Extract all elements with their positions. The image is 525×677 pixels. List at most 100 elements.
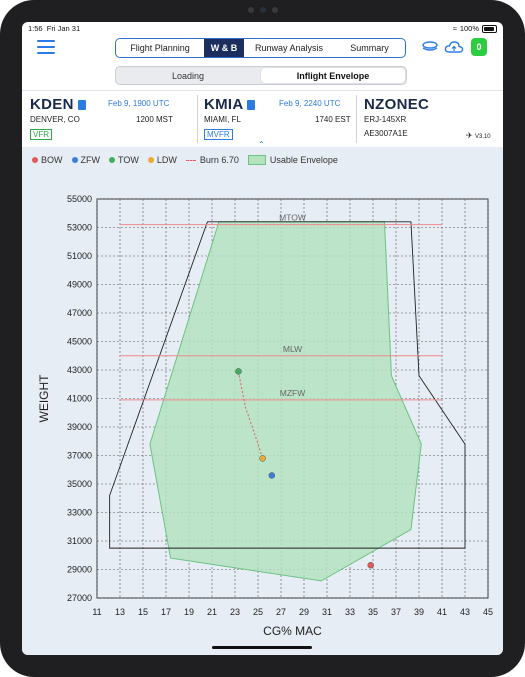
arrival-local-time: 1740 EST — [315, 115, 351, 124]
legend-tow: TOW — [109, 155, 139, 165]
x-tick-label: 17 — [161, 607, 171, 617]
subtab-inflight-envelope[interactable]: Inflight Envelope — [261, 68, 405, 83]
chart-legend: BOW ZFW TOW LDW Burn 6.70 Usable Envelop… — [32, 155, 347, 165]
x-tick-label: 29 — [299, 607, 309, 617]
departure-flight-rules: VFR — [30, 129, 52, 140]
aircraft-id: AE3007A1E — [364, 129, 408, 138]
sub-tabs: Loading Inflight Envelope — [115, 66, 407, 85]
notification-badge[interactable]: 0 — [471, 38, 487, 56]
tab-summary[interactable]: Summary — [350, 43, 389, 53]
envelope-swatch — [247, 155, 266, 165]
y-tick-label: 55000 — [67, 194, 92, 204]
legend-ldw: LDW — [147, 155, 177, 165]
battery-icon — [482, 24, 497, 33]
top-nav: Flight Planning W & B Runway Analysis Su… — [22, 36, 503, 64]
cloud-icon[interactable] — [444, 39, 464, 55]
x-tick-label: 13 — [115, 607, 125, 617]
x-tick-label: 21 — [207, 607, 217, 617]
battery-percent: 100% — [459, 24, 479, 33]
y-tick-label: 39000 — [67, 422, 92, 432]
aircraft-panel[interactable]: NZONEC ERJ-145XR AE3007A1E ✈ V3.10 — [356, 91, 503, 147]
aircraft-tail: NZONEC — [364, 96, 430, 113]
departure-code: KDEN — [30, 96, 74, 113]
y-tick-label: 37000 — [67, 451, 92, 461]
camera — [247, 7, 278, 13]
arrival-city: MIAMI, FL — [204, 115, 241, 124]
x-tick-label: 45 — [483, 607, 493, 617]
legend-zfw: ZFW — [71, 155, 100, 165]
subtab-loading[interactable]: Loading — [171, 70, 205, 81]
limit-label-mlw: MLW — [283, 344, 302, 354]
y-tick-label: 41000 — [67, 394, 92, 404]
legend-envelope: Usable Envelope — [247, 155, 338, 165]
divider — [197, 95, 198, 143]
certified-envelope — [109, 221, 466, 549]
arrival-flight-rules: MVFR — [204, 129, 233, 140]
x-tick-label: 39 — [414, 607, 424, 617]
ldw-dot — [147, 157, 154, 163]
menu-icon[interactable] — [37, 40, 55, 54]
status-time: 1:56 Fri Jan 31 — [28, 24, 81, 33]
x-axis-label: CG% MAC — [263, 624, 322, 638]
document-icon — [247, 100, 255, 110]
aircraft-type: ERJ-145XR — [364, 115, 407, 124]
zfw-dot — [71, 157, 78, 163]
departure-panel[interactable]: KDEN Feb 9, 1900 UTC DENVER, CO 1200 MST… — [22, 91, 197, 147]
y-tick-label: 35000 — [67, 479, 92, 489]
x-tick-label: 33 — [345, 607, 355, 617]
arrival-date: Feb 9, 2240 UTC — [279, 99, 341, 108]
y-tick-label: 29000 — [67, 565, 92, 575]
version-label: ✈ V3.10 — [466, 131, 491, 140]
tab-runway-analysis[interactable]: Runway Analysis — [254, 43, 324, 53]
envelope-chart-area: BOW ZFW TOW LDW Burn 6.70 Usable Envelop… — [22, 147, 503, 655]
y-tick-label: 53000 — [67, 223, 92, 233]
y-tick-label: 43000 — [67, 365, 92, 375]
y-tick-label: 27000 — [67, 593, 92, 603]
home-indicator — [212, 646, 312, 649]
burn-dash — [185, 159, 196, 161]
status-right: ≈ 100% — [453, 24, 497, 33]
y-tick-label: 33000 — [67, 508, 92, 518]
status-bar: 1:56 Fri Jan 31 ≈ 100% — [22, 22, 503, 36]
point-tow — [235, 368, 242, 375]
legend-burn: Burn 6.70 — [185, 155, 239, 165]
chevron-up-icon[interactable]: ⌃ — [258, 140, 265, 149]
x-tick-label: 37 — [391, 607, 401, 617]
plane-icon: ✈ — [466, 131, 473, 140]
y-tick-label: 49000 — [67, 280, 92, 290]
x-tick-label: 11 — [92, 607, 101, 617]
document-icon — [78, 100, 86, 110]
arrival-code: KMIA — [204, 96, 244, 113]
envelope-chart[interactable]: 11 13 15 17 19 21 23 25 27 29 31 33 35 37 39 41 43 45 2700… — [22, 147, 503, 655]
x-tick-label: 19 — [184, 607, 194, 617]
departure-city: DENVER, CO — [30, 115, 80, 124]
point-bow — [367, 561, 374, 569]
tow-dot — [109, 157, 115, 163]
x-tick-label: 35 — [368, 607, 378, 617]
departure-date: Feb 9, 1900 UTC — [108, 99, 170, 108]
divider — [356, 95, 357, 143]
x-tick-label: 25 — [253, 607, 263, 617]
point-ldw — [259, 455, 266, 462]
wifi-icon: ≈ — [452, 24, 457, 33]
y-tick-label: 51000 — [67, 251, 92, 261]
bow-dot — [32, 157, 38, 163]
departure-local-time: 1200 MST — [136, 115, 173, 124]
legend-bow: BOW — [32, 155, 63, 165]
tab-flight-planning[interactable]: Flight Planning — [130, 43, 190, 53]
x-tick-label: 23 — [230, 607, 240, 617]
x-tick-label: 43 — [460, 607, 470, 617]
y-axis-label: WEIGHT — [37, 374, 51, 423]
flight-summary: KDEN Feb 9, 1900 UTC DENVER, CO 1200 MST… — [22, 90, 503, 148]
arrival-panel[interactable]: KMIA Feb 9, 2240 UTC MIAMI, FL 1740 EST … — [196, 91, 356, 147]
x-tick-label: 15 — [138, 607, 148, 617]
y-tick-label: 45000 — [67, 337, 92, 347]
stack-icon[interactable] — [421, 39, 439, 55]
main-tabs: Flight Planning W & B Runway Analysis Su… — [115, 38, 406, 58]
x-tick-label: 27 — [276, 607, 286, 617]
y-tick-label: 47000 — [67, 308, 92, 318]
limit-label-mzfw: MZFW — [280, 388, 306, 398]
burn-path — [237, 371, 264, 459]
tab-wb[interactable]: W & B — [204, 39, 244, 57]
